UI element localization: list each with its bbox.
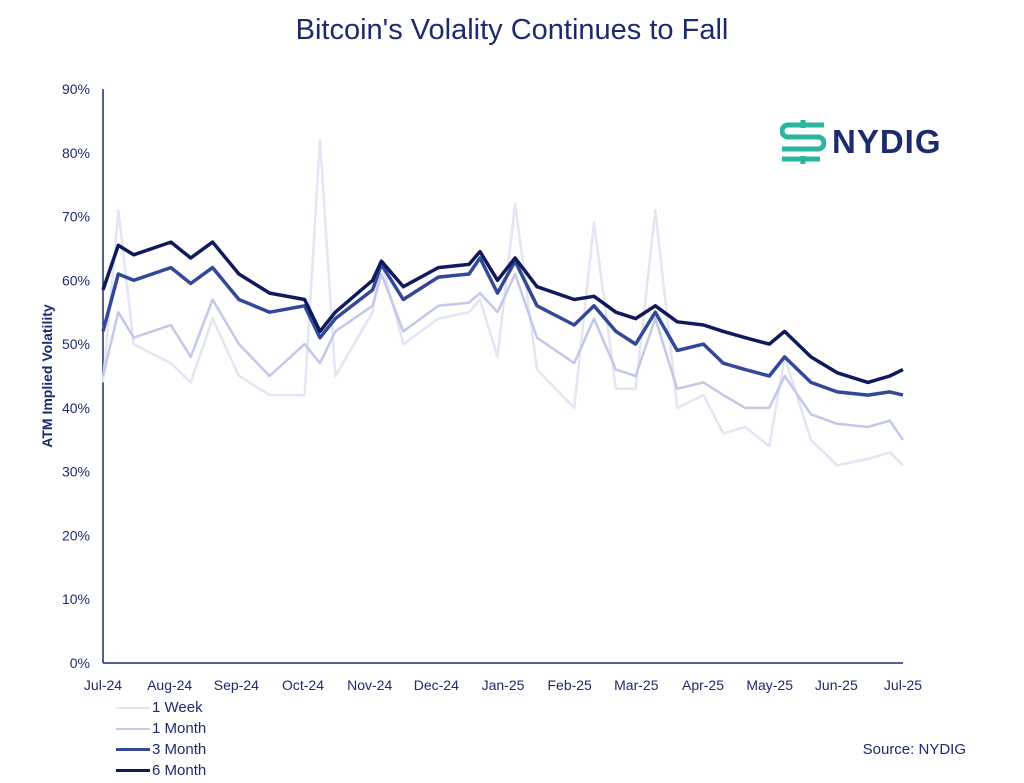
y-tick-label: 90% bbox=[62, 81, 90, 97]
y-tick-label: 30% bbox=[62, 464, 90, 480]
x-tick-label: Sep-24 bbox=[214, 677, 259, 693]
y-tick-label: 80% bbox=[62, 145, 90, 161]
x-tick-label: Jul-24 bbox=[84, 677, 122, 693]
y-tick-label: 60% bbox=[62, 272, 90, 288]
y-tick-label: 0% bbox=[70, 655, 90, 671]
legend-swatch bbox=[116, 769, 150, 772]
series-line-6-month bbox=[101, 240, 904, 385]
x-tick-label: Mar-25 bbox=[614, 677, 659, 693]
legend-item: 3 Month bbox=[116, 739, 206, 760]
y-tick-label: 40% bbox=[62, 400, 90, 416]
x-tick-label: Oct-24 bbox=[282, 677, 324, 693]
legend-label: 1 Month bbox=[152, 720, 207, 737]
legend-label: 6 Month bbox=[152, 762, 207, 779]
chart-title: Bitcoin's Volality Continues to Fall bbox=[295, 14, 729, 46]
series-line-1-month bbox=[101, 272, 905, 441]
x-tick-label: Jul-25 bbox=[884, 677, 922, 693]
x-tick-label: Apr-25 bbox=[682, 677, 724, 693]
series-line-3-month bbox=[101, 256, 904, 397]
y-tick-label: 10% bbox=[62, 591, 90, 607]
nydig-logo-icon bbox=[780, 120, 826, 164]
legend-label: 3 Month bbox=[152, 741, 207, 758]
x-tick-label: Aug-24 bbox=[147, 677, 192, 693]
logo-text: NYDIG bbox=[832, 123, 942, 160]
x-tick-label: Dec-24 bbox=[414, 677, 459, 693]
legend-swatch bbox=[116, 748, 150, 751]
x-tick-label: Nov-24 bbox=[347, 677, 392, 693]
legend-label: 1 Week bbox=[152, 699, 203, 716]
legend-item: 6 Month bbox=[116, 760, 206, 781]
y-tick-label: 70% bbox=[62, 209, 90, 225]
y-tick-label: 50% bbox=[62, 336, 90, 352]
legend-swatch bbox=[116, 727, 150, 730]
legend-item: 1 Week bbox=[116, 697, 206, 718]
legend-swatch bbox=[116, 706, 150, 709]
source-note: Source: NYDIG bbox=[862, 741, 966, 758]
x-tick-label: May-25 bbox=[746, 677, 793, 693]
x-tick-label: Jun-25 bbox=[815, 677, 858, 693]
legend-item: 1 Month bbox=[116, 718, 206, 739]
legend: 1 Week 1 Month 3 Month 6 Month bbox=[116, 697, 206, 781]
y-tick-label: 20% bbox=[62, 527, 90, 543]
x-tick-label: Jan-25 bbox=[482, 677, 525, 693]
x-tick-label: Feb-25 bbox=[547, 677, 592, 693]
nydig-logo: NYDIG bbox=[780, 120, 942, 164]
